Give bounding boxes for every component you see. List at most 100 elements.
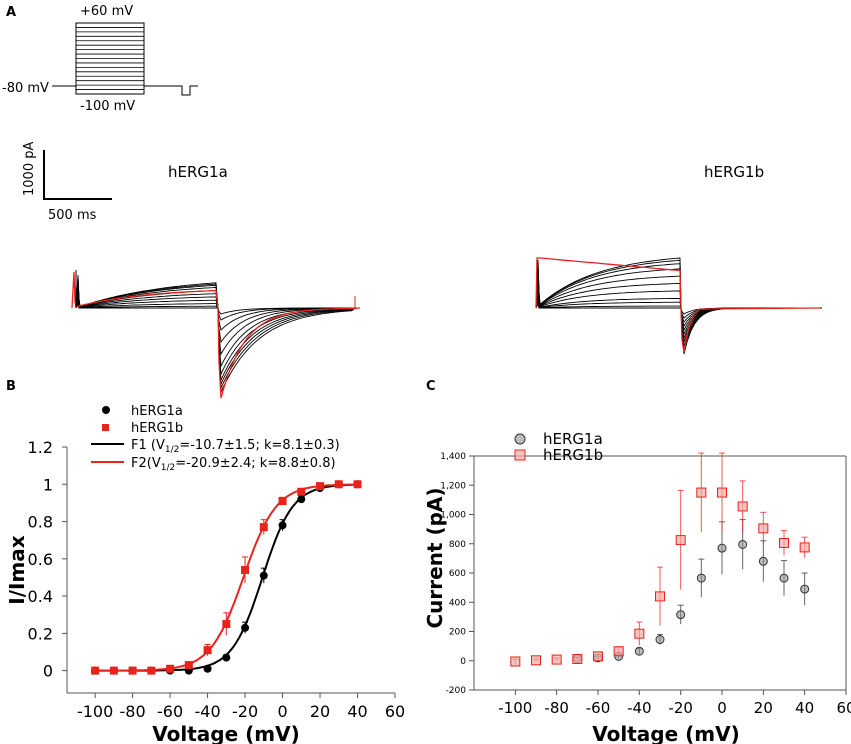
c-point-herg1a [634, 646, 644, 656]
trace-herg1b [535, 259, 822, 351]
c-x-tick-label: 20 [754, 699, 773, 717]
b-point-herg1b [241, 566, 250, 574]
scale-bar: 1000 pA 500 ms [22, 142, 112, 223]
c-y-tick-label: -200 [446, 686, 467, 696]
b-legend-marker-herg1b [102, 424, 109, 431]
panel-label-b: B [6, 379, 16, 394]
b-y-axis-title: I/Imax [5, 535, 29, 605]
trace-herg1b [535, 300, 822, 319]
trace-title-herg1a: hERG1a [168, 163, 228, 181]
b-point-herg1b [166, 664, 175, 673]
chart-c: -100 -80 -60 -40 -20 0 20 40 60-2000200400600800… [423, 430, 851, 744]
c-y-tick-label: 1,400 [440, 452, 466, 462]
scale-bar-current-label: 1000 pA [22, 142, 37, 196]
b-fits [95, 483, 358, 672]
c-legend-herg1b: hERG1b [543, 446, 603, 464]
c-y-tick-label: 400 [449, 598, 466, 608]
b-x-tick-label: 60 [385, 702, 405, 721]
c-x-tick-label: 40 [795, 699, 814, 717]
b-legend-f1: F1 (V1/2=-10.7±1.5; k=8.1±0.3) [131, 438, 340, 455]
b-x-tick-label: 20 [310, 702, 330, 721]
c-point-herg1b [758, 523, 769, 534]
c-point-herg1b [551, 654, 562, 665]
c-point-herg1b [613, 646, 624, 657]
b-y-tick-label: 0 [43, 662, 53, 681]
c-axes: -100 -80 -60 -40 -20 0 20 40 60-2000200400600800… [440, 452, 851, 717]
b-y-tick-label: 0.6 [28, 550, 53, 569]
c-point-herg1a [779, 573, 789, 583]
c-point-herg1a [676, 610, 686, 620]
b-x-tick-label: -100 [77, 702, 113, 721]
c-point-herg1b [593, 651, 603, 662]
c-x-axis-title: Voltage (mV) [592, 722, 739, 744]
b-point-herg1b [278, 497, 287, 506]
b-x-axis-title: Voltage (mV) [152, 722, 299, 744]
b-x-tick-label: -80 [120, 702, 146, 721]
b-legend-f2: F2(V1/2=-20.9±2.4; k=8.8±0.8) [131, 456, 336, 473]
scale-bar-time-label: 500 ms [48, 208, 97, 223]
c-point-herg1a [758, 556, 768, 566]
c-point-herg1b [779, 538, 789, 549]
b-y-tick-label: 0.2 [28, 624, 53, 643]
c-y-tick-label: 0 [460, 657, 466, 667]
b-point-herg1b [334, 480, 343, 489]
b-point-herg1b [297, 487, 306, 496]
current-traces-herg1b [535, 257, 822, 355]
trace-herg1a [75, 275, 358, 393]
b-legend-herg1a: hERG1a [131, 404, 183, 419]
protocol-top-label: +60 mV [80, 4, 133, 19]
c-point-herg1b [675, 535, 686, 546]
b-point-herg1b [184, 661, 193, 670]
c-point-herg1a [717, 543, 727, 553]
b-fit-f2 [95, 483, 358, 672]
c-point-herg1b [696, 487, 707, 498]
c-point-herg1b [510, 656, 521, 667]
c-legend: hERG1a hERG1b [514, 430, 603, 464]
chart-b: -100 -80 -60 -40 -20 0 20 40 60 0 0.2 0.4 0.6 0.8 1 1.2… [5, 404, 405, 744]
b-point-herg1b [259, 523, 268, 532]
b-x-tick-label: -20 [232, 702, 258, 721]
c-x-tick-label: -20 [668, 699, 693, 717]
c-x-tick-label: 0 [717, 699, 727, 717]
b-point-herg1a [278, 521, 287, 530]
c-y-axis-title: Current (pA) [423, 487, 447, 628]
c-y-tick-label: 600 [449, 569, 466, 579]
current-traces-herg1a [71, 270, 360, 399]
b-legend-f1-sub: 1/2 [165, 445, 179, 455]
c-x-tick-label: -80 [544, 699, 569, 717]
trace-herg1a-red [71, 271, 360, 399]
trace-herg1b-red [535, 257, 821, 353]
c-point-herg1a [800, 584, 810, 594]
b-legend-f2-sub: 1/2 [161, 463, 175, 473]
trace-herg1b [535, 289, 822, 332]
trace-herg1b [535, 299, 822, 323]
c-x-tick-label: -40 [627, 699, 652, 717]
b-legend-f2-rest: =-20.9±2.4; k=8.8±0.8) [175, 456, 335, 471]
b-point-herg1b [222, 620, 231, 629]
b-legend-marker-herg1a [102, 406, 110, 414]
b-legend: hERG1a hERG1b F1 (V1/2=-10.7±1.5; k=8.1±… [91, 404, 340, 473]
b-point-herg1a [241, 623, 250, 632]
c-x-tick-label: -60 [586, 699, 611, 717]
b-y-tick-label: 0.4 [28, 587, 53, 606]
c-point-herg1b [634, 628, 645, 639]
b-point-herg1a [222, 653, 231, 662]
c-x-tick-label: 60 [836, 699, 851, 717]
b-x-tick-label: 0 [277, 702, 287, 721]
c-point-herg1a [696, 573, 706, 583]
c-legend-herg1a: hERG1a [543, 430, 603, 448]
b-y-tick-label: 0.8 [28, 513, 53, 532]
panel-label-a: A [6, 5, 16, 20]
b-x-tick-label: -40 [195, 702, 221, 721]
c-point-herg1b [799, 542, 810, 553]
c-point-herg1a [738, 539, 748, 549]
b-point-herg1a [297, 495, 306, 504]
b-legend-f1-rest: =-10.7±1.5; k=8.1±0.3) [179, 438, 339, 453]
b-point-herg1b [128, 666, 137, 675]
c-point-herg1b [717, 487, 727, 498]
c-legend-marker-herg1a [514, 433, 526, 445]
b-point-herg1b [316, 482, 325, 491]
trace-herg1b [535, 295, 822, 328]
panel-label-c: C [426, 379, 436, 394]
b-point-herg1b [147, 666, 156, 675]
